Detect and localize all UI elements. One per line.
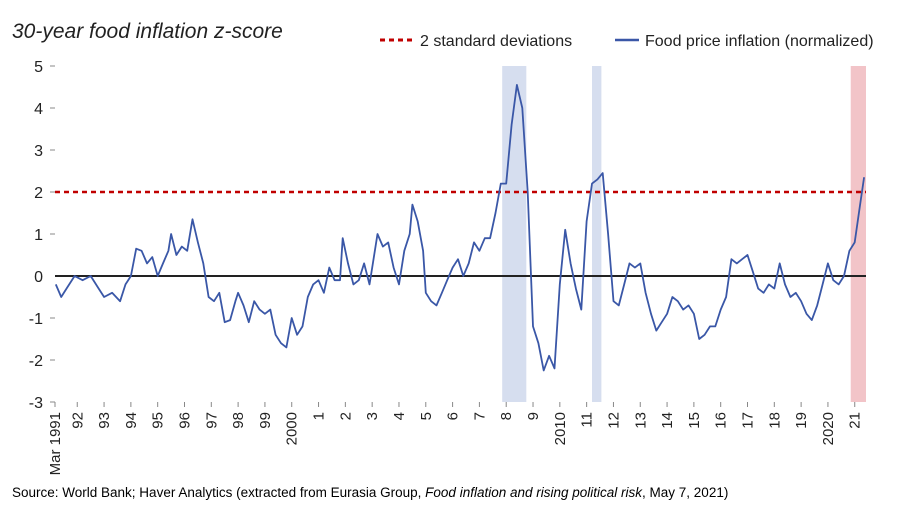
x-tick-label: 2 (337, 412, 354, 420)
legend-label: Food price inflation (normalized) (645, 33, 874, 50)
x-tick-label: 95 (150, 412, 167, 429)
x-tick-label: 98 (230, 412, 247, 429)
x-tick-label: 19 (793, 412, 810, 429)
x-tick-label: 17 (740, 412, 757, 429)
x-tick-label: Mar 1991 (47, 412, 64, 475)
x-tick-label: 92 (69, 412, 86, 429)
x-tick-label: 7 (471, 412, 488, 420)
y-tick-label: 3 (34, 143, 43, 160)
x-tick-label: 9 (525, 412, 542, 420)
source-note: Source: World Bank; Haver Analytics (ext… (12, 485, 728, 500)
y-tick-label: 1 (34, 227, 43, 244)
series-line (54, 84, 865, 372)
x-tick-label: 5 (418, 412, 435, 420)
x-tick-label: 8 (498, 412, 515, 420)
source-text: , May 7, 2021) (642, 485, 728, 500)
x-tick-label: 93 (96, 412, 113, 429)
x-tick-label: 3 (364, 412, 381, 420)
y-tick-label: 5 (34, 59, 43, 76)
chart-title: 30-year food inflation z-score (12, 20, 283, 43)
source-title: Food inflation and rising political risk (425, 485, 643, 500)
x-tick-label: 96 (176, 412, 193, 429)
x-tick-label: 99 (257, 412, 274, 429)
source-text: Source: World Bank; Haver Analytics (ext… (12, 485, 425, 500)
x-tick-label: 13 (632, 412, 649, 429)
shaded-period (502, 66, 527, 402)
x-tick-label: 18 (766, 412, 783, 429)
y-tick-label: -1 (29, 311, 43, 328)
shaded-period (850, 66, 866, 402)
x-tick-label: 12 (605, 412, 622, 429)
x-tick-label: 4 (391, 412, 408, 420)
shaded-period (592, 66, 602, 402)
x-tick-label: 2020 (820, 412, 837, 445)
x-tick-label: 1 (311, 412, 328, 420)
x-tick-label: 2010 (552, 412, 569, 445)
x-tick-label: 21 (847, 412, 864, 429)
y-tick-label: -2 (29, 353, 43, 370)
x-tick-label: 97 (203, 412, 220, 429)
legend-label: 2 standard deviations (420, 33, 572, 50)
y-tick-label: 4 (34, 101, 43, 118)
x-tick-label: 94 (123, 412, 140, 429)
x-tick-label: 14 (659, 412, 676, 429)
x-tick-label: 16 (713, 412, 730, 429)
x-tick-label: 11 (579, 412, 596, 428)
y-tick-label: 2 (34, 185, 43, 202)
x-tick-label: 6 (445, 412, 462, 420)
y-tick-label: -3 (29, 395, 43, 412)
x-tick-label: 2000 (284, 412, 301, 445)
y-tick-label: 0 (34, 269, 43, 286)
x-tick-label: 15 (686, 412, 703, 429)
